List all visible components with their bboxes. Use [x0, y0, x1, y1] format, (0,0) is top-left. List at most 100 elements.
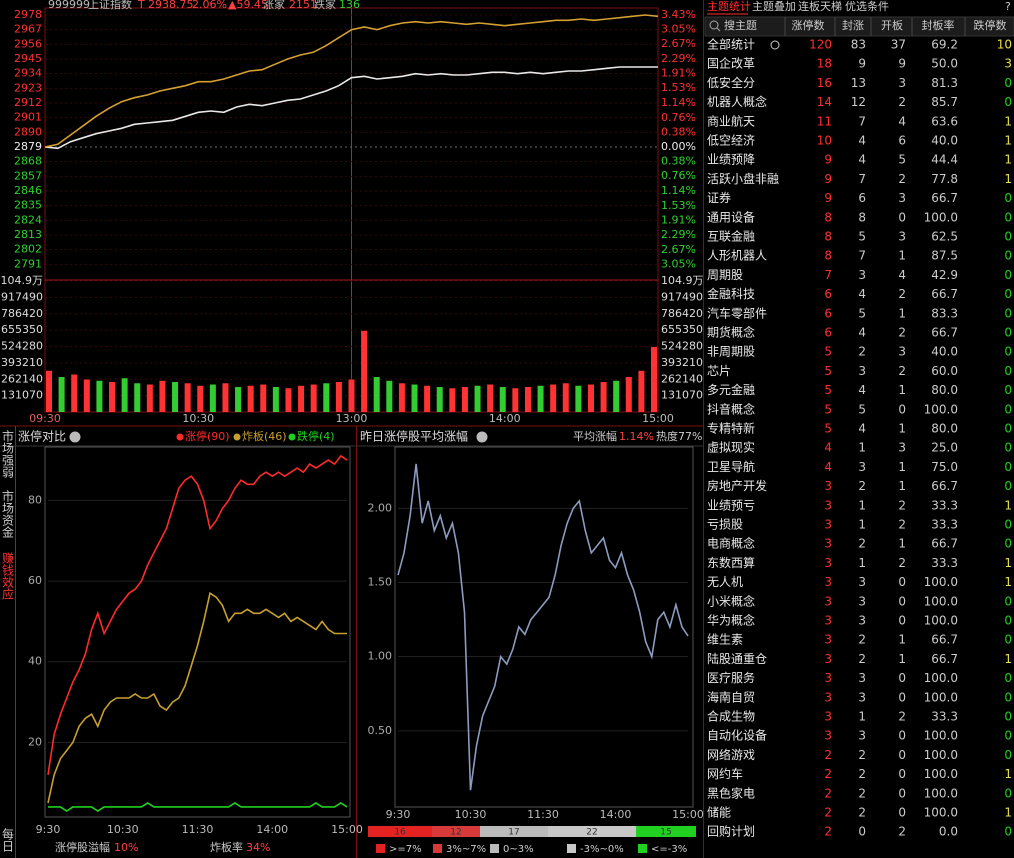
table-cell: 3	[824, 690, 832, 704]
volume-bar	[96, 380, 103, 412]
series-line	[44, 66, 658, 150]
side-tab[interactable]: 赚钱效应	[1, 551, 15, 600]
table-cell: 3	[1004, 57, 1012, 71]
column-header[interactable]: 开板	[881, 18, 903, 32]
table-cell: 0	[1004, 748, 1012, 762]
column-header[interactable]: 封涨	[842, 18, 864, 32]
y-tick-label: 2912	[14, 96, 42, 109]
table-cell: 0	[1004, 729, 1012, 743]
table-cell: 金融科技	[707, 286, 755, 301]
table-cell: 网约车	[707, 766, 743, 781]
info-icon[interactable]	[476, 431, 488, 443]
table-cell: 虚拟现实	[707, 440, 755, 455]
table-cell: 4	[898, 114, 906, 128]
x-tick-label: 10:30	[455, 808, 487, 821]
y2-tick-label: 0.38%	[661, 155, 696, 168]
table-cell: 1	[898, 633, 906, 647]
table-cell: 2	[858, 479, 866, 493]
table-cell: 多元金融	[707, 382, 755, 397]
table-cell: 3	[898, 345, 906, 359]
table-cell: 100.0	[924, 690, 958, 704]
table-cell: 66.7	[931, 652, 958, 666]
table-cell: 汽车零部件	[707, 305, 767, 320]
volume-bar	[600, 382, 607, 412]
table-cell: 2	[858, 537, 866, 551]
volume-bar	[247, 385, 254, 412]
table-cell: 2	[898, 825, 906, 839]
volume-bar	[499, 387, 506, 412]
help[interactable]: ?	[1005, 0, 1011, 13]
distribution-value: 22	[586, 828, 597, 838]
table-cell: 7	[858, 114, 866, 128]
search-icon[interactable]	[709, 20, 719, 30]
table-cell: 0	[1004, 690, 1012, 704]
table-cell: 商业航天	[707, 113, 755, 128]
table-cell: 8	[824, 210, 832, 224]
y-tick-label: 2.00	[368, 501, 393, 514]
volume-bar	[109, 382, 116, 412]
column-header[interactable]: 封板率	[922, 18, 955, 32]
volume-bar	[625, 377, 632, 412]
table-cell: 房地产开发	[707, 478, 767, 493]
volume-bar	[575, 385, 582, 412]
table-cell: 3	[824, 710, 832, 724]
tab[interactable]: 主题叠加	[752, 0, 796, 13]
table-cell: 4	[824, 441, 832, 455]
table-cell: 3	[898, 76, 906, 90]
column-header[interactable]: 涨停数	[792, 18, 825, 32]
volume-bar	[550, 384, 557, 412]
column-header[interactable]: 搜主题	[724, 18, 757, 32]
y-tick-label: 262140	[1, 372, 43, 385]
info-icon[interactable]	[69, 431, 81, 443]
table-cell: 电商概念	[707, 536, 755, 551]
y2-tick-label: 1.91%	[661, 66, 696, 79]
side-tab[interactable]: 每日	[1, 827, 15, 852]
table-cell: 6	[858, 191, 866, 205]
table-cell: 2	[898, 172, 906, 186]
table-cell: 66.7	[931, 287, 958, 301]
distribution-value: 12	[450, 828, 461, 838]
table-cell: 5	[858, 230, 866, 244]
table-cell: 9	[858, 57, 866, 71]
table-cell: 3	[858, 690, 866, 704]
table-cell: 证券	[707, 190, 731, 205]
table-cell: 0	[898, 806, 906, 820]
volume-bar	[298, 385, 305, 412]
table-cell: 无人机	[707, 575, 743, 589]
table-cell: 业绩预亏	[707, 498, 755, 512]
table-cell: 5	[824, 364, 832, 378]
table-cell: 自动化设备	[707, 729, 767, 743]
table-cell: 1	[858, 441, 866, 455]
distribution-value: 15	[660, 828, 671, 838]
volume-bar	[474, 385, 481, 412]
column-header[interactable]: 跌停数	[974, 18, 1007, 32]
tab[interactable]: 连板天梯	[798, 0, 842, 13]
plot-frame	[44, 446, 351, 818]
table-cell: 2	[824, 806, 832, 820]
footer-label: 炸板率	[210, 840, 243, 854]
table-cell: 0	[898, 671, 906, 685]
table-cell: 1	[1004, 114, 1012, 128]
tab[interactable]: 优选条件	[845, 0, 889, 13]
table-cell: 63.6	[931, 114, 958, 128]
volume-bar	[285, 388, 292, 412]
table-cell: 60.0	[931, 364, 958, 378]
volume-bar	[172, 382, 179, 412]
volume-bar	[222, 383, 229, 412]
table-cell: 4	[824, 460, 832, 474]
volume-bar	[335, 382, 342, 412]
table-cell: 2	[898, 556, 906, 570]
tab[interactable]: 主题统计	[707, 0, 751, 13]
x-tick-label: 11:30	[527, 808, 559, 821]
table-cell: 100.0	[924, 402, 958, 416]
stat-value: 1.14%	[619, 430, 654, 443]
table-cell: 3	[824, 479, 832, 493]
table-cell: 9	[824, 191, 832, 205]
legend-label: 炸板(46)	[242, 429, 287, 443]
side-tab[interactable]: 市场资金	[1, 489, 15, 538]
table-cell: 100.0	[924, 594, 958, 608]
volume-bar	[461, 387, 468, 412]
side-tab[interactable]: 市场强弱	[1, 429, 15, 479]
table-cell: 0	[898, 402, 906, 416]
volume-bar	[348, 379, 355, 412]
